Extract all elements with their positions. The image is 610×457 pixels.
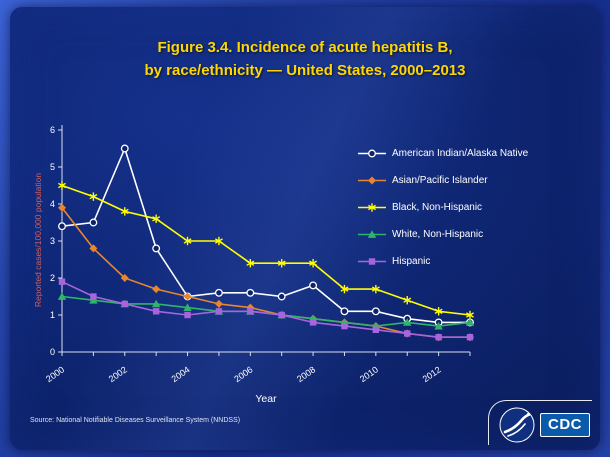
svg-text:2: 2 [50, 273, 55, 283]
figure-title-line2: by race/ethnicity — United States, 2000–… [144, 62, 466, 80]
figure-title-line1: Figure 3.4. Incidence of acute hepatitis… [157, 39, 453, 56]
legend-item-white-non-hispanic: White, Non-Hispanic [357, 225, 528, 244]
svg-text:2012: 2012 [421, 364, 443, 384]
legend-marker-circle-icon [358, 149, 386, 158]
svg-text:3: 3 [50, 236, 55, 246]
svg-text:2000: 2000 [44, 364, 66, 384]
legend-item-american-indian: American Indian/Alaska Native [357, 144, 528, 163]
svg-text:4: 4 [50, 199, 55, 209]
cdc-logo: CDC [540, 413, 590, 437]
slide-panel [10, 7, 600, 450]
legend-label: Black, Non-Hispanic [392, 202, 483, 213]
svg-text:0: 0 [50, 347, 55, 357]
svg-text:2006: 2006 [232, 364, 254, 384]
legend-item-black-non-hispanic: Black, Non-Hispanic [357, 198, 528, 217]
agency-logo-block: CDC [488, 400, 592, 445]
svg-text:6: 6 [50, 125, 55, 135]
svg-text:1: 1 [50, 310, 55, 320]
figure-title: Figure 3.4. Incidence of acute hepatitis… [0, 36, 610, 83]
source-citation: Source: National Notifiable Diseases Sur… [30, 417, 241, 424]
svg-text:2008: 2008 [295, 364, 317, 384]
x-axis-label: Year [255, 393, 277, 405]
svg-text:5: 5 [50, 162, 55, 172]
legend-item-hispanic: Hispanic [357, 252, 528, 271]
svg-text:2004: 2004 [170, 364, 192, 384]
legend-marker-diamond-icon [358, 176, 386, 185]
svg-text:2002: 2002 [107, 364, 129, 384]
legend-label: White, Non-Hispanic [392, 229, 484, 240]
legend-label: Asian/Pacific Islander [392, 175, 488, 186]
chart-legend: American Indian/Alaska Native Asian/Paci… [357, 144, 528, 271]
legend-marker-square-icon [358, 258, 386, 265]
y-axis-label: Reported cases/100,000 population [33, 172, 43, 308]
legend-marker-triangle-icon [358, 230, 386, 238]
hhs-logo-icon [499, 407, 535, 443]
legend-label: Hispanic [392, 256, 431, 267]
legend-marker-star-icon [358, 203, 386, 212]
legend-label: American Indian/Alaska Native [392, 148, 529, 159]
legend-item-asian-pacific-islander: Asian/Pacific Islander [357, 171, 528, 190]
svg-text:2010: 2010 [358, 364, 380, 384]
